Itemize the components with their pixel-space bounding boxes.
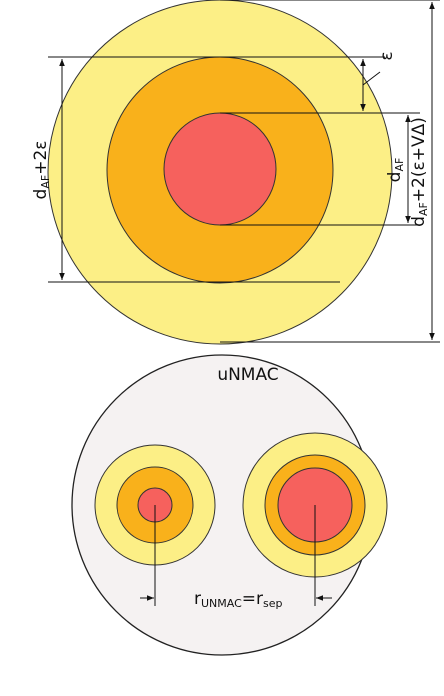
label-part: +2(ε+VΔ) — [409, 117, 429, 202]
label-part: r — [194, 589, 201, 609]
label-sub: AF — [393, 158, 406, 172]
label-part: d — [385, 172, 405, 183]
label-sub: sep — [263, 597, 282, 610]
top-diagram: ε dAF+2ε dAF dAF+2(ε+VΔ) — [31, 0, 440, 345]
unmac-title: uNMAC — [217, 365, 278, 385]
label-part: +2ε — [31, 141, 51, 175]
epsilon-label: ε — [377, 51, 397, 60]
inner-label: dAF+2ε — [31, 141, 52, 200]
outer-label: dAF+2(ε+VΔ) — [409, 117, 430, 227]
label-sub: UNMAC — [201, 597, 242, 610]
label-part: d — [409, 216, 429, 227]
label-part: =r — [242, 589, 263, 609]
label-sub: AF — [39, 175, 52, 189]
core-label: dAF — [385, 158, 406, 183]
label-sub: AF — [417, 202, 430, 216]
radius-label: rUNMAC=rsep — [194, 589, 283, 610]
leader — [362, 71, 381, 86]
core-circle — [163, 112, 277, 226]
label-part: d — [31, 189, 51, 200]
bottom-diagram: uNMAC rUNMAC=rsep — [71, 354, 388, 656]
